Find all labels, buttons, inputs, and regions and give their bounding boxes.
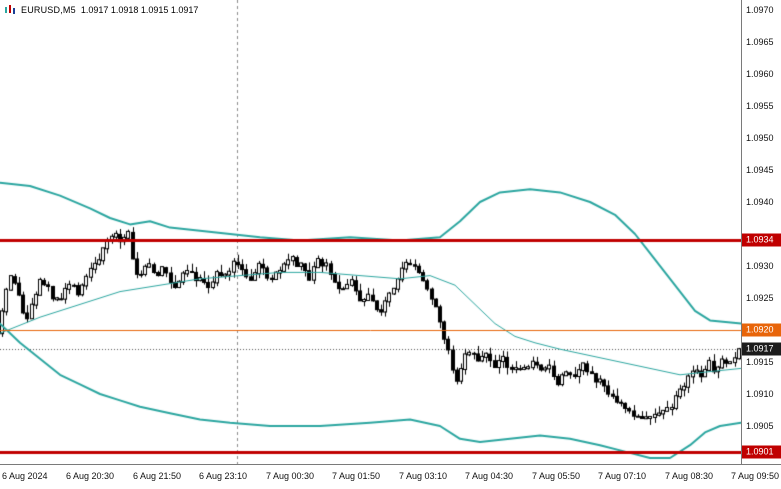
time-axis-label: 7 Aug 09:50 — [731, 471, 780, 481]
price-chart-plot-area[interactable] — [0, 0, 741, 464]
price-axis-label: 1.0910 — [746, 389, 774, 399]
price-axis-label: 1.0970 — [746, 5, 774, 15]
price-axis-label: 1.0955 — [746, 101, 774, 111]
bid-price-label: 1.0917 — [742, 342, 781, 356]
time-axis-label: 7 Aug 04:30 — [465, 471, 514, 481]
price-axis-label: 1.0965 — [746, 37, 774, 47]
time-axis-label: 7 Aug 05:50 — [532, 471, 581, 481]
time-axis[interactable]: 6 Aug 2024 6 Aug 20:30 6 Aug 21:50 6 Aug 23… — [0, 464, 781, 489]
time-axis-label: 7 Aug 03:10 — [399, 471, 448, 481]
time-axis-label: 6 Aug 23:10 — [199, 471, 248, 481]
pivot-price-label: 1.0920 — [742, 323, 781, 337]
price-axis-label: 1.0905 — [746, 421, 774, 431]
price-axis-label: 1.0960 — [746, 69, 774, 79]
time-axis-label: 6 Aug 20:30 — [66, 471, 115, 481]
time-axis-label: 7 Aug 07:10 — [598, 471, 647, 481]
time-axis-label: 7 Aug 08:30 — [665, 471, 714, 481]
price-axis-label: 1.0945 — [746, 165, 774, 175]
price-axis-label: 1.0915 — [746, 357, 774, 367]
price-axis[interactable]: 1.0970 1.0965 1.0960 1.0955 1.0950 1.0945 1.09… — [741, 0, 781, 464]
time-axis-label: 6 Aug 21:50 — [133, 471, 182, 481]
price-axis-label: 1.0950 — [746, 133, 774, 143]
price-axis-label: 1.0930 — [746, 261, 774, 271]
resistance-price-label: 1.0934 — [742, 233, 781, 247]
time-axis-label: 7 Aug 01:50 — [332, 471, 381, 481]
support-price-label: 1.0901 — [742, 445, 781, 459]
time-axis-label: 6 Aug 2024 — [2, 471, 48, 481]
time-axis-label: 7 Aug 00:30 — [266, 471, 315, 481]
price-axis-label: 1.0940 — [746, 197, 774, 207]
price-axis-label: 1.0925 — [746, 293, 774, 303]
